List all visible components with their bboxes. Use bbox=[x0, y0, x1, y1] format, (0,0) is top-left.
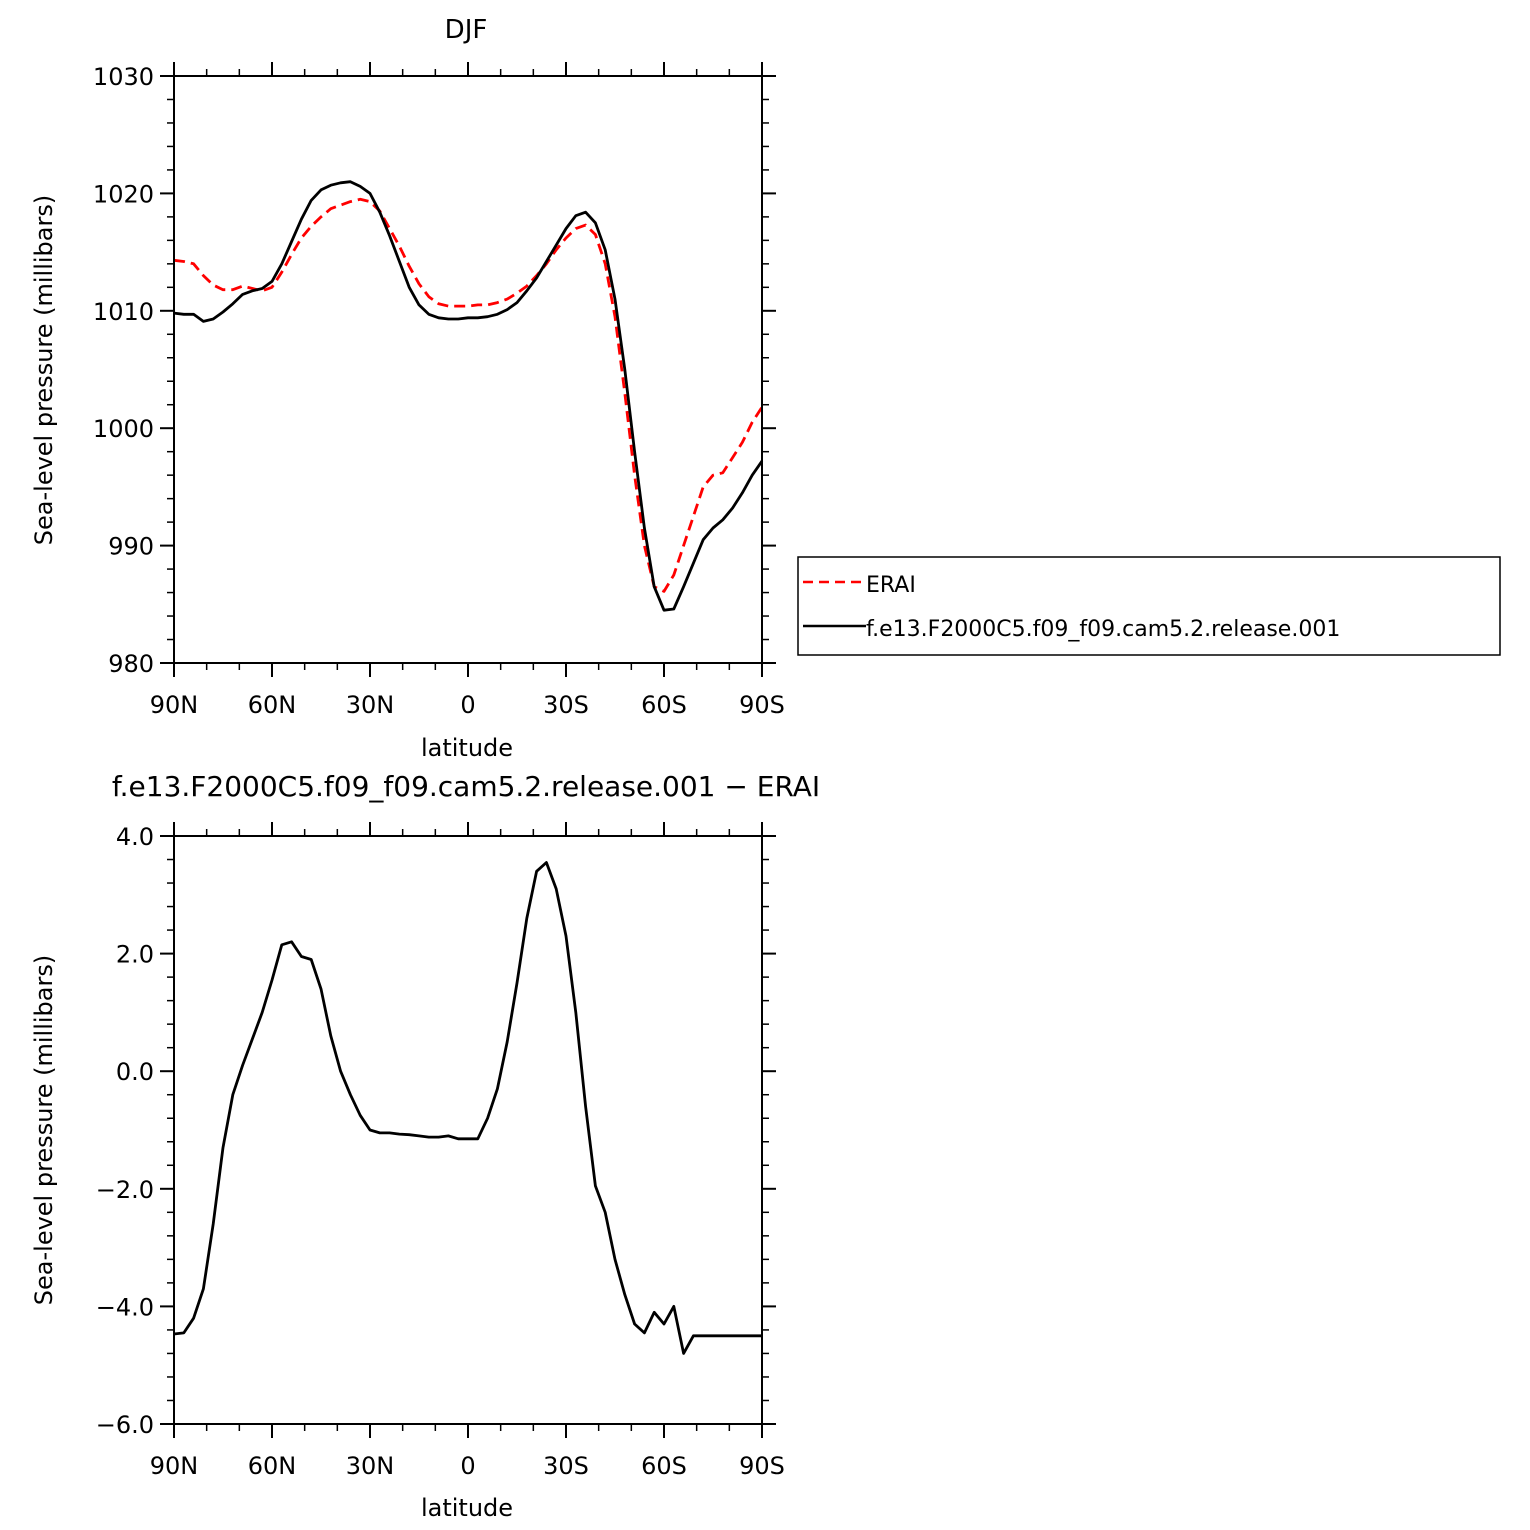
top-x-tick-label: 90S bbox=[739, 691, 785, 719]
bottom-series-line-difference bbox=[173, 861, 762, 1355]
top-y-tick-label: 1030 bbox=[93, 63, 154, 91]
bottom-series-group bbox=[173, 861, 762, 1355]
legend-label-model: f.e13.F2000C5.f09_f09.cam5.2.release.001 bbox=[866, 617, 1340, 642]
top-chart-title: DJF bbox=[445, 15, 488, 45]
bottom-y-tick-label: 2.0 bbox=[116, 941, 154, 969]
bottom-chart-title: f.e13.F2000C5.f09_f09.cam5.2.release.001… bbox=[112, 770, 820, 803]
legend: ERAI f.e13.F2000C5.f09_f09.cam5.2.releas… bbox=[797, 556, 1501, 656]
bottom-tick-marks bbox=[160, 822, 776, 1438]
bottom-y-tick-label: 0.0 bbox=[116, 1058, 154, 1086]
top-x-tick-label: 30N bbox=[346, 691, 395, 719]
top-y-axis-label: Sea-level pressure (millibars) bbox=[30, 195, 58, 545]
top-x-tick-label: 0 bbox=[460, 691, 475, 719]
bottom-x-tick-label: 60N bbox=[248, 1452, 297, 1480]
top-y-tick-label: 1020 bbox=[93, 180, 154, 208]
bottom-y-tick-label: 4.0 bbox=[116, 823, 154, 851]
bottom-x-tick-label: 0 bbox=[460, 1452, 475, 1480]
bottom-y-tick-label: −6.0 bbox=[96, 1411, 154, 1439]
top-plot-frame bbox=[173, 75, 763, 664]
top-tick-marks bbox=[160, 62, 776, 677]
top-x-tick-label: 90N bbox=[150, 691, 199, 719]
bottom-plot-frame bbox=[173, 835, 763, 1425]
top-x-axis-label: latitude bbox=[421, 734, 513, 762]
bottom-y-tick-labels: −6.0 −4.0 −2.0 0.0 2.0 4.0 bbox=[96, 823, 154, 1439]
bottom-x-tick-labels: 90N 60N 30N 0 30S 60S 90S bbox=[150, 1452, 785, 1480]
top-series-line-erai bbox=[173, 197, 764, 593]
top-x-tick-label: 30S bbox=[543, 691, 589, 719]
top-y-tick-label: 1010 bbox=[93, 298, 154, 326]
bottom-y-tick-label: −2.0 bbox=[96, 1176, 154, 1204]
bottom-y-tick-label: −4.0 bbox=[96, 1293, 154, 1321]
legend-box bbox=[797, 556, 1501, 656]
legend-label-erai: ERAI bbox=[866, 573, 916, 598]
bottom-x-axis-label: latitude bbox=[421, 1494, 513, 1522]
top-series-group bbox=[173, 180, 764, 612]
top-chart-panel: DJF 980 990 1000 1010 1020 1030 90N 60N 30N 0 30S… bbox=[30, 15, 785, 762]
bottom-x-tick-label: 90S bbox=[739, 1452, 785, 1480]
bottom-x-tick-label: 30S bbox=[543, 1452, 589, 1480]
bottom-x-tick-label: 90N bbox=[150, 1452, 199, 1480]
bottom-x-tick-label: 60S bbox=[641, 1452, 687, 1480]
top-y-tick-labels: 980 990 1000 1010 1020 1030 bbox=[93, 63, 154, 678]
bottom-x-tick-label: 30N bbox=[346, 1452, 395, 1480]
top-series-line-f-e13-f2000c5-f09-f09-cam5-2-release-001 bbox=[173, 180, 764, 612]
bottom-y-axis-label: Sea-level pressure (millibars) bbox=[30, 955, 58, 1305]
top-y-tick-label: 1000 bbox=[93, 415, 154, 443]
top-x-tick-labels: 90N 60N 30N 0 30S 60S 90S bbox=[150, 691, 785, 719]
bottom-chart-panel: f.e13.F2000C5.f09_f09.cam5.2.release.001… bbox=[30, 770, 820, 1522]
top-x-tick-label: 60N bbox=[248, 691, 297, 719]
top-x-tick-label: 60S bbox=[641, 691, 687, 719]
top-y-tick-label: 990 bbox=[108, 533, 154, 561]
top-y-tick-label: 980 bbox=[108, 650, 154, 678]
